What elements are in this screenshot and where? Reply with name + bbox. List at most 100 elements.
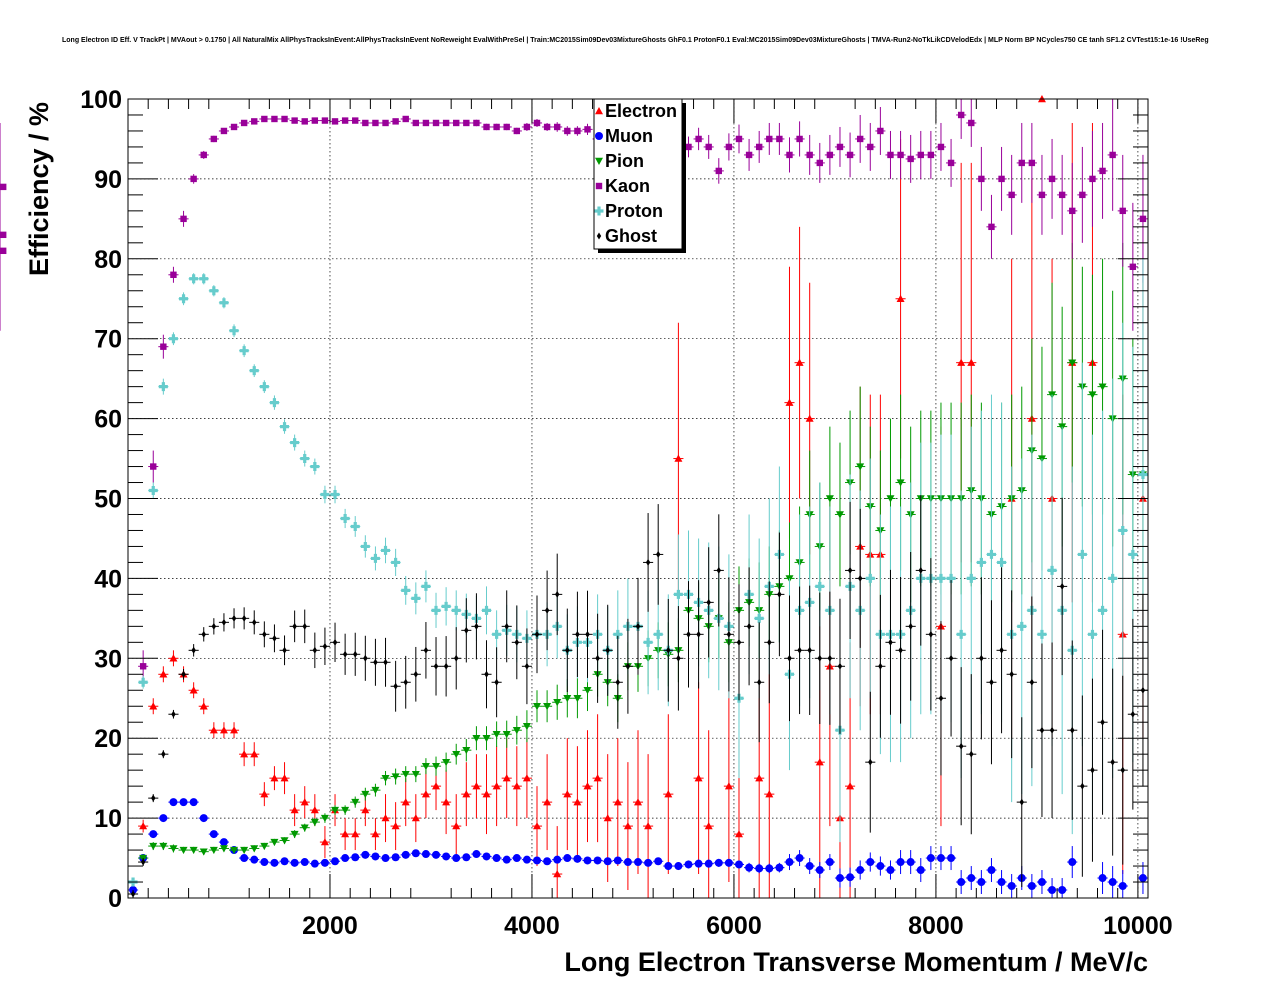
data-point <box>292 622 297 630</box>
data-point <box>221 618 227 626</box>
x-tick-label: 2000 <box>302 912 358 940</box>
data-point <box>1099 167 1106 175</box>
data-point <box>1090 766 1095 774</box>
data-point <box>513 127 521 135</box>
data-point <box>433 662 439 670</box>
data-point <box>563 695 572 703</box>
data-point <box>706 598 711 606</box>
data-point <box>1047 565 1057 575</box>
data-point <box>938 694 944 702</box>
legend-box <box>593 98 683 250</box>
data-point <box>573 798 582 806</box>
data-point <box>704 859 713 868</box>
data-point <box>310 806 319 814</box>
data-point <box>787 654 792 662</box>
data-point <box>482 852 491 861</box>
data-point <box>231 614 237 622</box>
data-point <box>412 119 420 127</box>
data-point <box>928 630 934 638</box>
data-point <box>534 630 540 638</box>
data-point <box>443 662 449 670</box>
data-point <box>151 794 156 802</box>
legend-marker <box>595 182 603 190</box>
data-point <box>504 622 509 630</box>
data-point <box>351 830 360 838</box>
data-point <box>926 854 935 863</box>
data-point <box>815 758 824 766</box>
data-point <box>1019 798 1024 806</box>
data-point <box>149 842 158 851</box>
data-point <box>249 366 259 376</box>
data-point <box>300 454 310 464</box>
data-point <box>260 858 269 867</box>
data-point <box>918 566 923 574</box>
data-point <box>341 117 349 124</box>
data-point <box>1138 874 1147 883</box>
data-point <box>492 854 501 863</box>
data-point <box>1029 678 1035 686</box>
data-point <box>280 857 289 866</box>
data-point <box>270 774 279 782</box>
data-point <box>320 814 329 823</box>
legend-label: Electron <box>605 101 677 121</box>
data-point <box>161 750 166 758</box>
data-point <box>200 151 207 159</box>
data-point <box>695 135 702 143</box>
data-point <box>573 695 582 703</box>
data-point <box>280 774 289 782</box>
data-point <box>251 118 258 125</box>
data-point <box>252 618 257 626</box>
data-point <box>148 486 158 496</box>
data-point <box>888 638 893 646</box>
data-point <box>694 774 703 782</box>
legend-label: Ghost <box>605 226 657 246</box>
data-point <box>917 151 924 159</box>
data-point <box>282 646 287 654</box>
data-point <box>199 848 208 856</box>
data-point <box>857 574 863 582</box>
data-point <box>664 862 673 871</box>
data-point <box>493 123 500 131</box>
data-point <box>868 758 873 766</box>
data-point <box>140 858 146 866</box>
data-point <box>846 782 855 790</box>
data-point <box>786 151 793 159</box>
data-point <box>464 626 469 634</box>
data-point <box>634 798 642 806</box>
data-point <box>219 838 228 847</box>
data-point <box>219 845 228 853</box>
data-point <box>230 846 239 855</box>
data-point <box>676 654 681 662</box>
legend-marker <box>595 157 603 165</box>
x-tick-label: 8000 <box>908 912 964 940</box>
data-point <box>189 846 198 855</box>
data-point <box>734 830 743 838</box>
data-point <box>300 798 309 806</box>
data-point <box>1028 159 1036 167</box>
data-point <box>976 557 986 567</box>
data-point <box>685 143 692 151</box>
y-tick-label: 30 <box>94 645 122 673</box>
data-point <box>967 874 976 883</box>
data-point <box>715 167 722 175</box>
data-point <box>482 605 492 615</box>
data-point <box>370 553 380 563</box>
data-point <box>391 822 400 830</box>
data-point <box>363 654 368 662</box>
data-point <box>401 850 410 859</box>
data-point <box>302 622 307 630</box>
data-point <box>290 858 299 867</box>
series-kaon <box>0 99 1148 683</box>
data-point <box>825 495 834 503</box>
data-point <box>896 294 905 302</box>
data-point <box>856 135 864 143</box>
data-point <box>290 830 299 839</box>
data-point <box>726 630 732 638</box>
x-axis-label: Long Electron Transverse Momentum / MeV/… <box>564 947 1148 977</box>
data-point <box>847 566 853 574</box>
data-point <box>653 629 663 639</box>
series-proton <box>128 258 1148 887</box>
data-point <box>623 858 632 867</box>
x-tick-label: 4000 <box>504 912 560 940</box>
data-point <box>704 822 713 830</box>
